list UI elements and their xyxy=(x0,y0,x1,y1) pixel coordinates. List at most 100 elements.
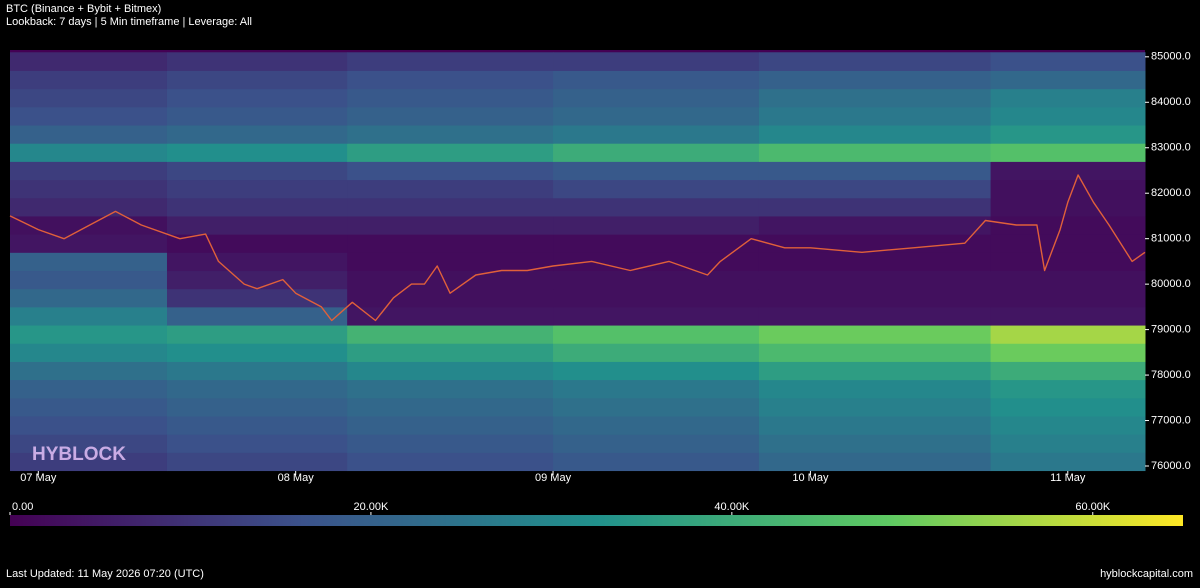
heatmap-cell xyxy=(166,252,348,272)
x-tick-label: 10 May xyxy=(792,472,829,484)
heatmap-cell xyxy=(10,288,168,308)
heatmap-cell xyxy=(553,288,760,308)
heatmap-cell xyxy=(347,88,554,108)
heatmap-cell xyxy=(990,434,1146,453)
heatmap-cell xyxy=(166,215,348,235)
heatmap-cell xyxy=(10,179,168,199)
heatmap-cell xyxy=(990,125,1146,144)
heatmap-cell xyxy=(990,143,1146,162)
heatmap-cell xyxy=(166,70,348,90)
heatmap-cell xyxy=(347,70,554,90)
heatmap-cell xyxy=(166,361,348,381)
heatmap-cell xyxy=(553,361,760,381)
heatmap-cell xyxy=(553,179,760,199)
heatmap-cell xyxy=(758,397,992,417)
heatmap-cell xyxy=(758,452,992,472)
heatmap-cell xyxy=(553,306,760,326)
heatmap-cell xyxy=(347,434,554,453)
heatmap-cell xyxy=(990,161,1146,181)
heatmap-cell xyxy=(553,143,760,162)
y-tick-label: 78000.0 xyxy=(1151,369,1191,381)
heatmap-cell xyxy=(758,179,992,199)
heatmap-cell xyxy=(990,88,1146,108)
heatmap-cell xyxy=(10,361,168,381)
x-tick-label: 07 May xyxy=(20,472,57,484)
heatmap-cell xyxy=(990,234,1146,253)
heatmap-cell xyxy=(10,70,168,90)
heatmap-cell xyxy=(166,161,348,181)
footnote: Last Updated: 11 May 2026 07:20 (UTC) xyxy=(6,568,204,580)
colorbar xyxy=(10,515,1183,526)
heatmap-cell xyxy=(347,143,554,162)
heatmap-cell xyxy=(347,197,554,217)
heatmap-cell xyxy=(990,252,1146,272)
heatmap-cell xyxy=(553,415,760,435)
heatmap-cell xyxy=(553,70,760,90)
heatmap-cell xyxy=(553,106,760,126)
heatmap-cell xyxy=(10,125,168,144)
heatmap-cell xyxy=(553,234,760,253)
heatmap-cell xyxy=(553,379,760,399)
heatmap-cell xyxy=(758,270,992,290)
heatmap-cell xyxy=(990,452,1146,472)
heatmap-cell xyxy=(166,234,348,253)
heatmap-cell xyxy=(10,397,168,417)
heatmap-cell xyxy=(10,88,168,108)
heatmap-cell xyxy=(990,325,1146,344)
y-tick-label: 85000.0 xyxy=(1151,51,1191,63)
heatmap-cell xyxy=(166,415,348,435)
heatmap-cell xyxy=(758,325,992,344)
heatmap-cell xyxy=(166,379,348,399)
x-tick-label: 11 May xyxy=(1050,472,1086,484)
colorbar-tick-label: 40.00K xyxy=(714,501,750,513)
heatmap-cell xyxy=(553,252,760,272)
heatmap-cell xyxy=(553,88,760,108)
heatmap-cell xyxy=(553,52,760,71)
heatmap-cell xyxy=(758,288,992,308)
heatmap-cell xyxy=(553,397,760,417)
heatmap-cell xyxy=(166,106,348,126)
heatmap-cell xyxy=(347,270,554,290)
heatmap-cell xyxy=(553,343,760,362)
heatmap-cell xyxy=(758,343,992,362)
heatmap-cell xyxy=(166,397,348,417)
heatmap-cell xyxy=(990,343,1146,362)
x-tick-label: 08 May xyxy=(278,472,315,484)
heatmap-cell xyxy=(990,52,1146,71)
heatmap-cell xyxy=(990,70,1146,90)
heatmap-cell xyxy=(10,252,168,272)
heatmap-cell xyxy=(758,379,992,399)
heatmap-cell xyxy=(553,325,760,344)
heatmap-cell xyxy=(758,434,992,453)
heatmap-cell xyxy=(758,125,992,144)
heatmap-cell xyxy=(553,125,760,144)
heatmap-cell xyxy=(990,397,1146,417)
heatmap-cell xyxy=(166,343,348,362)
heatmap-cell xyxy=(758,415,992,435)
heatmap-cell xyxy=(166,52,348,71)
heatmap-cell xyxy=(166,125,348,144)
heatmap-cell xyxy=(347,125,554,144)
heatmap-cell xyxy=(758,306,992,326)
heatmap-cell xyxy=(10,452,168,472)
heatmap-cell xyxy=(166,306,348,326)
heatmap-cell xyxy=(166,197,348,217)
chart-subtitle: Lookback: 7 days | 5 Min timeframe | Lev… xyxy=(6,16,252,28)
heatmap-cell xyxy=(10,161,168,181)
y-tick-label: 79000.0 xyxy=(1151,324,1191,336)
heatmap-cell xyxy=(758,252,992,272)
heatmap-cell xyxy=(166,270,348,290)
heatmap-cell xyxy=(990,361,1146,381)
heatmap-cell xyxy=(166,143,348,162)
heatmap-cell xyxy=(347,306,554,326)
y-tick-label: 81000.0 xyxy=(1151,233,1191,245)
heatmap-cell xyxy=(10,325,168,344)
heatmap-cell xyxy=(347,215,554,235)
heatmap-cell xyxy=(990,288,1146,308)
heatmap-cell xyxy=(166,88,348,108)
heatmap-cell xyxy=(166,434,348,453)
price-line xyxy=(9,174,1146,322)
heatmap-cell xyxy=(347,179,554,199)
